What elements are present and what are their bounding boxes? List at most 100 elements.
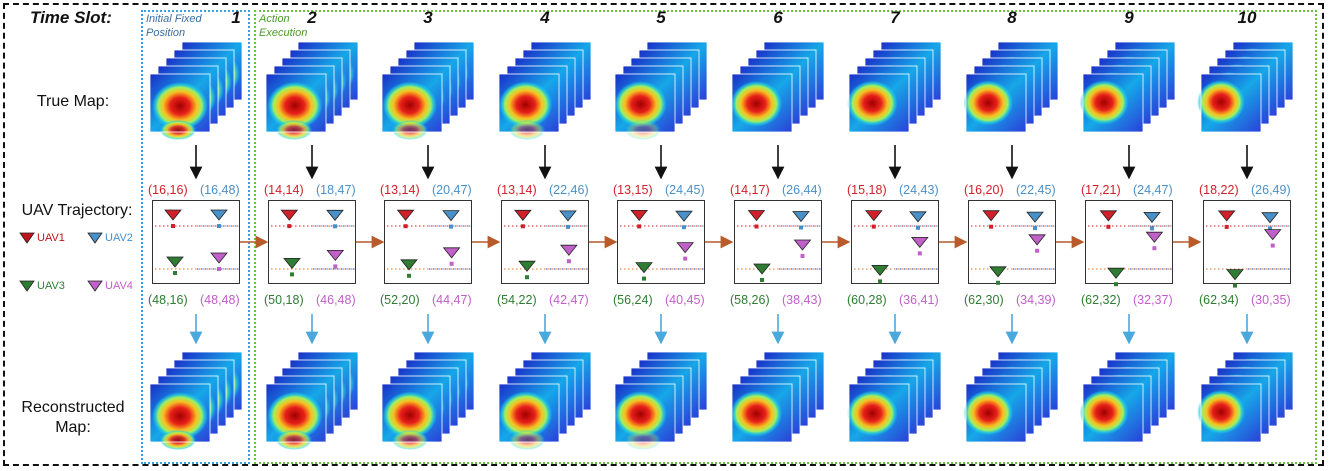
uav4-marker-icon — [560, 244, 578, 256]
uav3-position-dot — [878, 279, 882, 284]
uav3-coord: (62,30) — [964, 293, 1004, 307]
uav2-coord: (22,46) — [549, 183, 589, 197]
uav3-coord: (58,26) — [730, 293, 770, 307]
uav2-position-dot — [1033, 226, 1037, 231]
uav3-position-dot — [1114, 282, 1118, 287]
uav1-position-dot — [871, 224, 876, 229]
down-arrow-icon — [1240, 145, 1254, 180]
uav1-position-dot — [1106, 224, 1111, 229]
heatmap-layer — [847, 73, 910, 133]
heatmap-layer — [730, 383, 793, 443]
uav4-position-dot — [1270, 243, 1275, 248]
uav1-marker-icon — [630, 209, 649, 222]
true-map-label: True Map: — [36, 93, 110, 110]
uav2-marker-icon — [210, 209, 228, 221]
down-arrow-icon — [1005, 145, 1019, 180]
trajectory-plot — [854, 210, 938, 284]
uav3-marker-icon — [1226, 269, 1244, 281]
slot-number: 3 — [423, 8, 433, 27]
uav3-marker-icon — [1107, 267, 1125, 279]
trajectory-plot — [1088, 210, 1172, 287]
uav2-marker-icon — [675, 210, 693, 222]
heatmap-layer — [614, 73, 676, 140]
uav1-coord: (15,18) — [847, 183, 887, 197]
down-arrow-icon — [538, 145, 552, 180]
down-arrow-icon — [1005, 314, 1019, 345]
heatmap-layer — [847, 383, 910, 443]
down-arrow-icon — [1240, 314, 1254, 345]
uav1-position-dot — [287, 224, 292, 229]
uav4-marker-icon — [910, 237, 929, 249]
heatmap-layer — [265, 73, 327, 140]
uav1-marker-icon — [396, 209, 415, 221]
reconstructed-map-stack — [1197, 351, 1294, 443]
initial-phase-note: Initial Fixed Position — [146, 13, 202, 39]
uav3-coord: (62,34) — [1199, 293, 1239, 307]
uav2-marker-icon — [559, 210, 577, 222]
down-arrow-icon — [421, 145, 435, 180]
uav4-coord: (30,35) — [1251, 293, 1291, 307]
right-arrow-icon — [589, 235, 618, 249]
uav3-marker-icon — [19, 280, 35, 292]
uav2-position-dot — [217, 224, 221, 228]
uav4-position-dot — [683, 256, 688, 261]
uav4-marker-icon — [1145, 231, 1164, 243]
down-arrow-icon — [654, 145, 668, 180]
true-map-stack — [381, 41, 475, 140]
uav2-coord: (24,47) — [1133, 183, 1173, 197]
trajectory-box — [1203, 200, 1291, 288]
down-arrow-icon — [421, 314, 435, 345]
uav1-marker-icon — [982, 210, 1000, 222]
uav1-coord: (13,14) — [380, 183, 420, 197]
uav3-position-dot — [290, 272, 294, 277]
slot-number: 5 — [656, 8, 666, 27]
uav4-position-dot — [917, 251, 922, 256]
right-arrow-icon — [822, 235, 851, 249]
uav3-marker-icon — [635, 262, 653, 274]
uav4-position-dot — [566, 259, 571, 264]
uav1-position-dot — [520, 224, 525, 229]
uav4-position-dot — [333, 264, 338, 269]
uav2-position-dot — [682, 225, 686, 230]
uav1-coord: (13,15) — [613, 183, 653, 197]
uav3-marker-icon — [166, 256, 184, 268]
uav3-position-dot — [1233, 283, 1237, 288]
slot-number: 4 — [540, 8, 550, 27]
uav4-coord: (46,48) — [316, 293, 356, 307]
uav2-coord: (18,47) — [316, 183, 356, 197]
trajectory-plot — [1206, 210, 1290, 288]
uav4-coord: (32,37) — [1133, 293, 1173, 307]
uav4-coord: (38,43) — [782, 293, 822, 307]
reconstructed-map-stack — [265, 351, 359, 450]
uav4-coord: (44,47) — [432, 293, 472, 307]
uav2-marker-icon — [326, 209, 344, 221]
uav1-coord: (13,14) — [497, 183, 537, 197]
down-arrow-icon — [654, 314, 668, 345]
uav3-coord: (50,18) — [264, 293, 304, 307]
trajectory-box — [1085, 200, 1173, 287]
uav2-position-dot — [449, 224, 453, 229]
uav2-position-dot — [1150, 226, 1154, 231]
uav4-marker-icon — [1028, 234, 1046, 246]
uav3-position-dot — [173, 271, 177, 275]
right-arrow-icon — [1056, 235, 1085, 249]
uav2-marker-icon — [442, 210, 460, 222]
right-arrow-icon — [472, 235, 501, 249]
right-arrow-icon — [705, 235, 734, 249]
uav3-marker-icon — [989, 266, 1007, 278]
trajectory-box — [734, 200, 822, 284]
true-map-stack — [614, 41, 708, 140]
true-map-stack — [1079, 41, 1176, 133]
reconstructed-map-label: Reconstructed Map: — [21, 399, 125, 436]
uav1-coord: (17,21) — [1081, 183, 1121, 197]
uav4-marker-icon — [676, 242, 695, 254]
uav4-coord: (42,47) — [549, 293, 589, 307]
uav4-coord: (34,39) — [1016, 293, 1056, 307]
uav4-marker-icon — [210, 252, 228, 264]
uav3-coord: (56,24) — [613, 293, 653, 307]
reconstructed-map-stack — [149, 351, 243, 450]
uav1-marker-icon — [1217, 210, 1236, 222]
down-arrow-icon — [771, 145, 785, 180]
uav2-marker-icon — [909, 211, 927, 223]
uav1-marker-icon — [747, 210, 766, 222]
